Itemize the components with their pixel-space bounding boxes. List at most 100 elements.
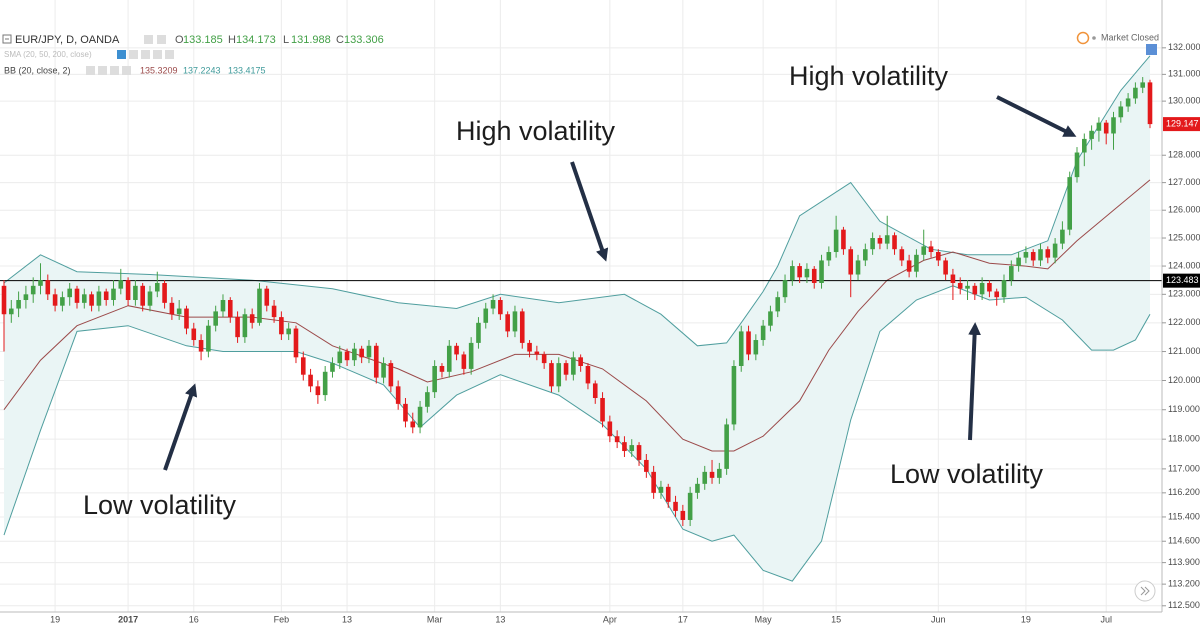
candle-body <box>870 238 875 250</box>
indicator-icon[interactable] <box>117 50 126 59</box>
price-axis-bg <box>1162 0 1200 627</box>
candle-body <box>534 351 540 355</box>
header-icon[interactable] <box>144 35 153 44</box>
candle-body <box>1125 98 1131 107</box>
indicator-icon[interactable] <box>98 66 107 75</box>
scale-button[interactable] <box>1146 44 1157 55</box>
candle-body <box>425 392 430 407</box>
ohlc-key: C <box>336 34 344 46</box>
candle-body <box>797 266 802 278</box>
indicator-icon[interactable] <box>110 66 119 75</box>
candle-body <box>118 280 124 289</box>
candle-body <box>432 366 437 393</box>
candle-body <box>863 249 868 261</box>
candle-body <box>271 305 277 318</box>
lower-band-line <box>3 285 1151 582</box>
candle-body <box>578 357 583 367</box>
candle-body <box>994 291 1000 298</box>
header-icon[interactable] <box>157 35 166 44</box>
candle-body <box>293 328 299 358</box>
last-price-label: 129.147 <box>1166 118 1199 128</box>
annotation: High volatility <box>789 61 949 91</box>
candle-body <box>235 317 240 338</box>
candle-body <box>1118 106 1124 118</box>
candle-body <box>264 288 270 306</box>
x-tick-label: 2017 <box>118 614 138 624</box>
y-tick-label: 122.000 <box>1168 317 1200 327</box>
candle-body <box>636 445 642 460</box>
y-tick-label: 126.000 <box>1168 205 1200 215</box>
candle-body <box>1001 280 1007 298</box>
reference-price-label: 123.483 <box>1166 275 1199 285</box>
candle-body <box>337 351 343 364</box>
candle-body <box>330 363 335 372</box>
candle-body <box>519 311 525 343</box>
candle-body <box>592 383 598 399</box>
candle-body <box>191 328 197 341</box>
candle-body <box>965 285 970 289</box>
candle-body <box>622 442 627 452</box>
candle-body <box>629 445 635 452</box>
y-tick-label: 119.000 <box>1168 404 1200 414</box>
annotation-arrow <box>968 322 982 441</box>
candle-body <box>541 354 547 364</box>
y-tick-label: 124.000 <box>1168 260 1200 270</box>
collapse-icon[interactable] <box>2 34 12 44</box>
candle-body <box>30 285 36 295</box>
ohlc-value: 133.306 <box>344 34 384 46</box>
candle-body <box>987 282 992 292</box>
annotation: Low volatility <box>83 490 237 520</box>
x-tick-label: May <box>755 614 773 624</box>
candle-body <box>213 311 218 326</box>
candle-body <box>790 266 795 281</box>
status-dot <box>1092 36 1096 40</box>
candle-body <box>308 374 313 387</box>
candle-body <box>286 328 291 335</box>
candle-body <box>300 357 306 375</box>
candle-body <box>972 285 978 295</box>
x-tick-label: 13 <box>342 614 352 624</box>
x-tick-label: 16 <box>189 614 199 624</box>
candles <box>0 77 1162 527</box>
candle-body <box>921 246 927 255</box>
candle-body <box>1147 82 1153 125</box>
x-tick-label: Apr <box>603 614 617 624</box>
candle-body <box>979 282 985 295</box>
candle-body <box>1023 252 1029 258</box>
upper-band-line <box>3 55 1151 347</box>
y-tick-label: 127.000 <box>1168 177 1200 187</box>
candle-body <box>943 260 948 275</box>
candle-body <box>731 366 737 425</box>
candle-body <box>782 280 788 298</box>
candle-body <box>74 288 80 303</box>
candle-body <box>249 314 255 323</box>
candle-body <box>556 363 562 387</box>
y-tick-label: 116.200 <box>1168 487 1200 497</box>
bb-value: 137.2243 <box>183 65 221 75</box>
candle-body <box>1052 243 1058 258</box>
indicator-icon[interactable] <box>129 50 138 59</box>
candle-body <box>89 294 94 306</box>
candle-body <box>16 300 21 309</box>
indicator-icon[interactable] <box>165 50 174 59</box>
candle-body <box>549 363 554 387</box>
y-tick-label: 128.000 <box>1168 150 1200 160</box>
candle-body <box>1096 122 1102 131</box>
candle-body <box>855 260 861 275</box>
indicator-icon[interactable] <box>86 66 95 75</box>
candle-body <box>176 308 182 315</box>
annotation-arrow <box>996 95 1077 137</box>
candle-body <box>665 486 671 502</box>
y-tick-label: 114.600 <box>1168 536 1200 546</box>
indicator-icon[interactable] <box>122 66 131 75</box>
candle-body <box>8 308 14 315</box>
candle-body <box>848 249 854 275</box>
candle-body <box>1089 130 1094 139</box>
ohlc-value: 131.988 <box>291 34 331 46</box>
indicator-icon[interactable] <box>141 50 150 59</box>
indicator-icon[interactable] <box>153 50 162 59</box>
y-tick-label: 120.000 <box>1168 375 1200 385</box>
last-price-box <box>1163 117 1200 132</box>
candle-body <box>1067 177 1073 230</box>
y-tick-label: 117.000 <box>1168 463 1200 473</box>
